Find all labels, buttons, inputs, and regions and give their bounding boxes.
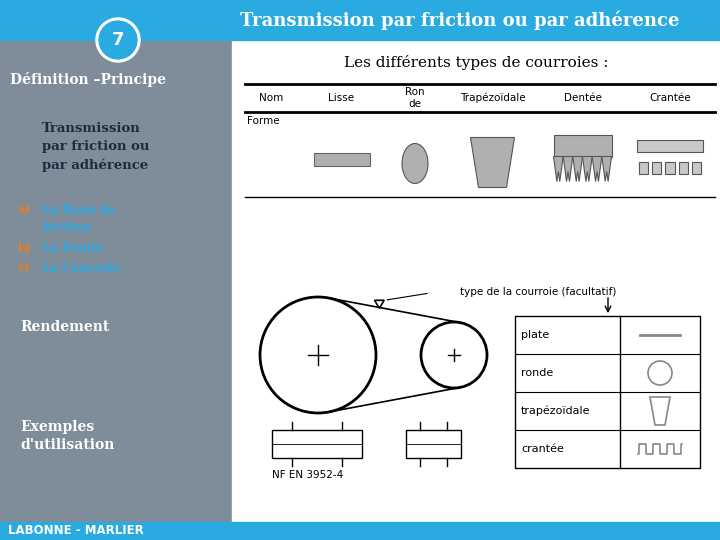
Circle shape: [99, 21, 137, 59]
Bar: [515, 316, 700, 468]
Text: b): b): [18, 242, 32, 255]
FancyBboxPatch shape: [313, 152, 369, 165]
Ellipse shape: [402, 144, 428, 184]
Polygon shape: [573, 157, 582, 181]
Text: trapézoïdale: trapézoïdale: [521, 406, 590, 416]
Bar: [637, 139, 703, 152]
Text: Crantée: Crantée: [649, 93, 690, 103]
Bar: [272, 430, 362, 458]
Polygon shape: [554, 157, 563, 181]
Bar: [0, 40, 232, 522]
Polygon shape: [602, 157, 611, 181]
Text: type de la courroie (facultatif): type de la courroie (facultatif): [460, 287, 616, 297]
Text: Exemples
d'utilisation: Exemples d'utilisation: [20, 420, 114, 453]
Text: Ron
de: Ron de: [405, 87, 425, 109]
Text: Forme: Forme: [247, 116, 279, 126]
Text: c): c): [18, 262, 31, 275]
Text: Trapézoïdale: Trapézoïdale: [459, 93, 526, 103]
Text: ronde: ronde: [521, 368, 553, 378]
Text: plate: plate: [521, 330, 549, 340]
Bar: [652, 161, 662, 173]
Polygon shape: [563, 157, 573, 181]
Bar: [0, 0, 720, 40]
Text: Transmission
par friction ou
par adhérence: Transmission par friction ou par adhéren…: [42, 122, 149, 172]
Text: Lisse: Lisse: [328, 93, 354, 103]
Bar: [406, 430, 461, 458]
Text: a): a): [18, 204, 31, 217]
Text: La Roue de
friction: La Roue de friction: [42, 204, 116, 234]
Text: Dentée: Dentée: [564, 93, 601, 103]
Text: Nom: Nom: [259, 93, 284, 103]
Bar: [232, 40, 720, 522]
Text: Les différents types de courroies :: Les différents types de courroies :: [343, 55, 608, 70]
Text: Transmission par friction ou par adhérence: Transmission par friction ou par adhéren…: [240, 10, 680, 30]
Text: crantée: crantée: [521, 444, 564, 454]
Bar: [692, 161, 701, 173]
Text: LABONNE - MARLIER: LABONNE - MARLIER: [8, 524, 144, 537]
Circle shape: [96, 18, 140, 62]
Text: 7: 7: [112, 31, 125, 49]
Text: La Poulie: La Poulie: [42, 242, 104, 255]
Polygon shape: [470, 138, 515, 187]
Bar: [639, 161, 648, 173]
Bar: [679, 161, 688, 173]
Text: Rendement: Rendement: [20, 320, 109, 334]
Text: La Courroie: La Courroie: [42, 262, 120, 275]
Bar: [0, 522, 720, 540]
Bar: [554, 134, 611, 157]
Text: Définition –Principe: Définition –Principe: [10, 72, 166, 87]
Polygon shape: [592, 157, 602, 181]
Bar: [665, 161, 675, 173]
Text: NF EN 3952-4: NF EN 3952-4: [272, 470, 343, 480]
Polygon shape: [582, 157, 592, 181]
